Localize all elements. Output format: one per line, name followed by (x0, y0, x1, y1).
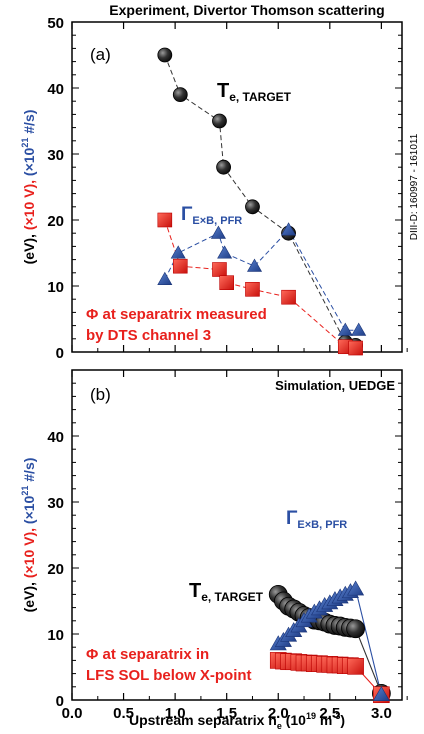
x-tick-label: 0.0 (62, 705, 83, 722)
ylabel-part: (eV), (21, 578, 37, 612)
panel-a-frame (71, 21, 403, 353)
y-tick-label: 40 (47, 81, 64, 98)
x-axis-label-main: Upstream separatrix n (129, 712, 277, 728)
panel-b-gamma-label: ΓE×B, PFR (286, 508, 347, 531)
x-axis-label: Upstream separatrix ne (1019 m-3) (129, 711, 345, 731)
panel-a-phi-line2: by DTS channel 3 (86, 327, 211, 344)
x-axis-label-unit-mid: m (316, 712, 332, 728)
panel-b-te-main: T (189, 580, 201, 602)
x-tick-label: 3.0 (371, 705, 392, 722)
gamma-point (337, 322, 353, 336)
phi-point (347, 658, 364, 675)
series-line (164, 229, 359, 331)
x-axis-label-unit-post: ) (340, 712, 345, 728)
gamma-point (247, 258, 263, 272)
panel-b-frame (71, 369, 403, 701)
ylabel-part: 21 (20, 486, 30, 496)
phi-point (219, 275, 234, 291)
ylabel-part: (×10 (21, 495, 37, 524)
x-tick-label: 1.5 (216, 705, 237, 722)
gamma-point (351, 322, 367, 336)
panel-b: 0 10 20 30 40 0.0 0.5 1.0 1.5 2.0 2.5 3.0 (47, 369, 408, 722)
gamma-point (281, 222, 297, 236)
gamma-point (210, 225, 226, 239)
panel-a-label: (a) (90, 45, 111, 64)
ylabel-part: (×10 V), (21, 176, 37, 230)
gamma-point (372, 686, 390, 702)
gamma-point (157, 271, 173, 285)
x-axis-label-unit-exp2: -3 (332, 711, 340, 721)
y-tick-label: 0 (56, 693, 64, 710)
phi-point (245, 281, 260, 297)
panel-a-gamma-label: ΓE×B, PFR (181, 204, 242, 227)
te-point (172, 87, 188, 102)
panel-a-te-label: Te, TARGET (217, 80, 292, 104)
y-tick-label: 50 (47, 15, 64, 32)
figure-title: Experiment, Divertor Thomson scattering (109, 2, 384, 18)
phi-point (157, 212, 173, 228)
x-tick-label: 2.0 (268, 705, 289, 722)
x-tick-label: 0.5 (113, 705, 134, 722)
te-point (157, 47, 173, 63)
series-line (164, 219, 356, 349)
panel-a-gamma-sub: E×B, PFR (192, 215, 242, 227)
ylabel-part: #/s) (21, 458, 37, 486)
ylabel-part: #/s) (21, 110, 37, 138)
ylabel-part: 21 (20, 138, 30, 148)
panel-a-gamma-main: Γ (181, 204, 193, 225)
ylabel-part: (eV), (21, 230, 37, 264)
panel-b-te-label: Te, TARGET (189, 580, 264, 604)
panel-a-te-sub: e, TARGET (229, 90, 291, 104)
te-point (346, 619, 365, 639)
series-line (164, 54, 356, 346)
y-tick-label: 30 (47, 147, 64, 164)
ylabel-part: (×10 (21, 147, 37, 176)
panel-b-te-sub: e, TARGET (201, 590, 263, 604)
y-tick-label: 0 (56, 345, 64, 362)
panel-b-phi-line1: Φ at separatrix in (86, 646, 209, 663)
te-point (216, 159, 231, 175)
y-tick-label: 10 (47, 627, 64, 644)
panel-b-gamma-main: Γ (286, 508, 298, 529)
gamma-point (217, 245, 233, 259)
shot-range-note: DIII-D: 160997 - 161011 (409, 133, 420, 240)
te-point (212, 113, 227, 129)
panel-b-phi-line2: LFS SOL below X-point (86, 667, 252, 684)
y-tick-label: 40 (47, 429, 64, 446)
phi-point (348, 340, 363, 356)
panel-a-te-main: T (217, 80, 229, 102)
panel-b-title: Simulation, UEDGE (275, 378, 395, 393)
y-tick-label: 10 (47, 279, 64, 296)
phi-point (212, 262, 227, 277)
y-tick-label: 20 (47, 561, 64, 578)
panel-b-ylabel: (eV), (×10 V), (×1021 #/s) (20, 458, 37, 613)
x-axis-label-unit-exp: 19 (306, 711, 316, 721)
panel-b-gamma-sub: E×B, PFR (297, 519, 347, 531)
panel-b-label: (b) (90, 385, 111, 404)
phi-point (172, 258, 188, 274)
phi-point (281, 289, 296, 305)
panel-a-ylabel: (eV), (×10 V), (×1021 #/s) (20, 110, 37, 265)
te-point (245, 199, 260, 215)
y-tick-label: 20 (47, 213, 64, 230)
x-tick-label: 2.5 (319, 705, 340, 722)
y-tick-label: 30 (47, 495, 64, 512)
x-axis-label-sub: e (277, 721, 282, 731)
x-axis-label-unit-pre: (10 (282, 712, 306, 728)
x-tick-label: 1.0 (165, 705, 186, 722)
ylabel-part: (×10 V), (21, 524, 37, 578)
panel-a-phi-line1: Φ at separatrix measured (86, 306, 267, 323)
gamma-point (170, 245, 186, 259)
panel-a: 0 10 20 30 40 50 (47, 15, 408, 362)
gamma-point (347, 580, 365, 596)
